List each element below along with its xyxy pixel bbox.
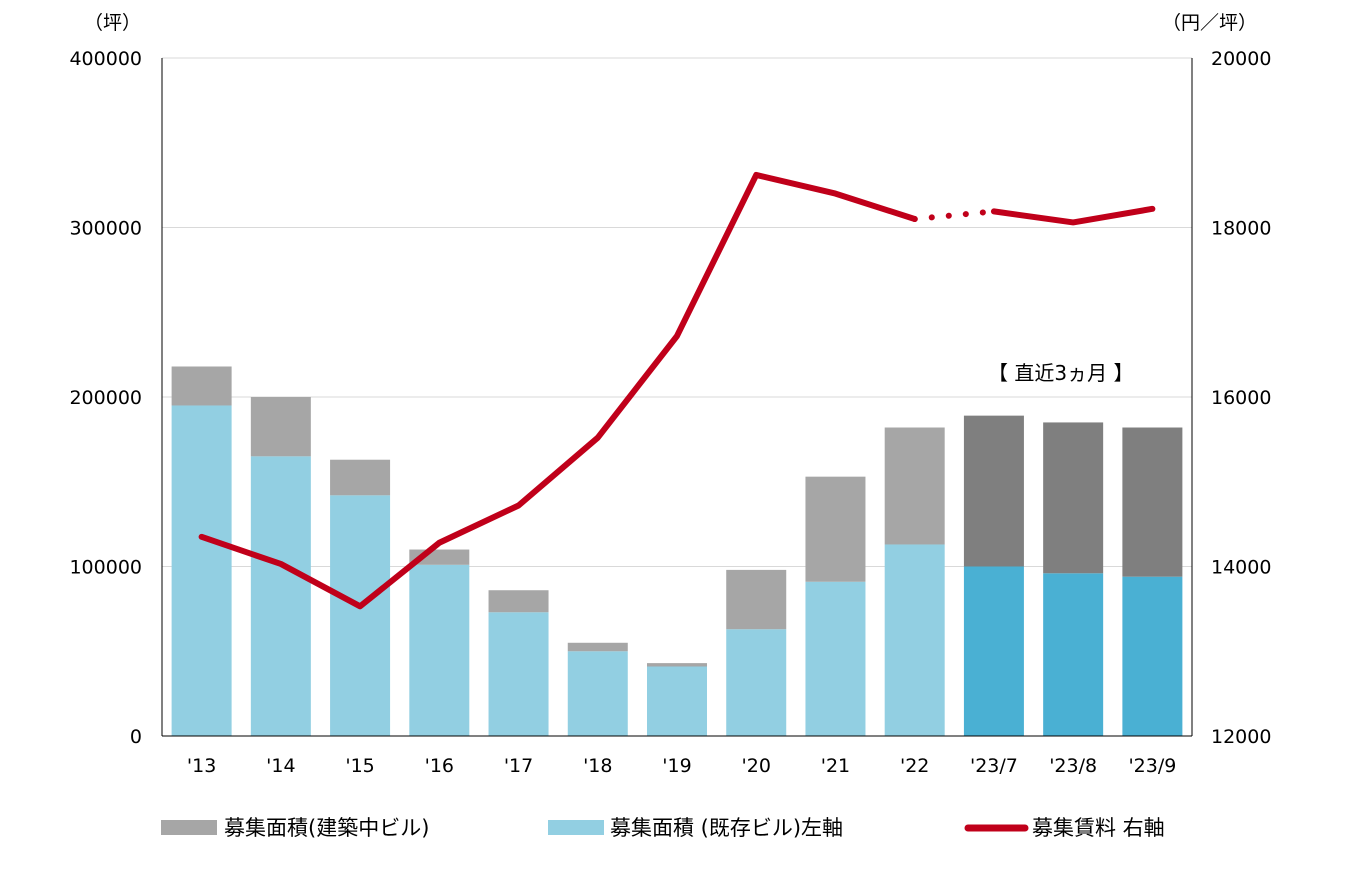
rent-line-annual bbox=[198, 171, 918, 610]
legend-swatch-existing bbox=[548, 820, 604, 835]
x-tick-label: '22 bbox=[900, 755, 929, 777]
bar-existing bbox=[963, 566, 1024, 736]
right-y-tick-label: 16000 bbox=[1211, 387, 1271, 409]
bar-construction bbox=[647, 663, 707, 667]
bar-existing bbox=[647, 666, 707, 736]
bar-construction bbox=[1122, 427, 1183, 577]
axes bbox=[161, 58, 1193, 737]
legend-label-rent: 募集賃料 右軸 bbox=[1032, 816, 1165, 840]
bar-existing bbox=[409, 564, 470, 736]
x-tick-label: '23/9 bbox=[1128, 755, 1176, 777]
x-tick-label: '17 bbox=[504, 755, 533, 777]
line-series bbox=[198, 171, 1156, 610]
left-y-tick-label: 100000 bbox=[69, 557, 142, 579]
left-axis-unit: （坪） bbox=[84, 12, 141, 34]
bar-construction bbox=[488, 590, 549, 613]
x-tick-label: '23/8 bbox=[1049, 755, 1097, 777]
bar-existing bbox=[726, 629, 787, 736]
left-y-tick-label: 300000 bbox=[69, 218, 142, 240]
legend-label-existing: 募集面積 (既存ビル)左軸 bbox=[610, 816, 843, 840]
right-axis-unit: （円／坪） bbox=[1162, 12, 1257, 34]
left-y-tick-label: 400000 bbox=[69, 48, 142, 70]
legend-label-construction: 募集面積(建築中ビル) bbox=[224, 816, 429, 840]
x-tick-label: '23/7 bbox=[970, 755, 1018, 777]
bar-existing bbox=[567, 651, 628, 736]
right-y-tick-label: 20000 bbox=[1211, 48, 1271, 70]
bar-construction bbox=[884, 427, 945, 545]
bar-construction bbox=[567, 642, 628, 652]
bar-construction bbox=[726, 569, 787, 630]
legend: 募集面積(建築中ビル) 募集面積 (既存ビル)左軸 募集賃料 右軸 bbox=[161, 816, 1165, 840]
left-y-tick-label: 0 bbox=[130, 726, 142, 748]
bar-existing bbox=[488, 612, 549, 736]
right-y-tick-label: 18000 bbox=[1211, 218, 1271, 240]
bar-existing bbox=[1043, 573, 1104, 736]
rent-line-recent bbox=[990, 205, 1156, 226]
right-y-tick-label: 12000 bbox=[1211, 726, 1271, 748]
bar-existing bbox=[805, 581, 866, 736]
bar-construction bbox=[805, 476, 866, 582]
bar-existing bbox=[250, 456, 311, 736]
rent-line-dotted-gap bbox=[911, 208, 997, 223]
tick-labels: 0 100000 200000 300000 400000 12000 14000 16000… bbox=[69, 48, 1271, 777]
bar-existing bbox=[171, 405, 232, 736]
x-tick-label: '16 bbox=[425, 755, 454, 777]
recent-three-months-annotation: 【 直近3ヵ月 】 bbox=[988, 361, 1133, 385]
bar-construction bbox=[330, 459, 391, 496]
x-tick-label: '15 bbox=[345, 755, 374, 777]
x-tick-label: '20 bbox=[742, 755, 771, 777]
x-tick-label: '19 bbox=[662, 755, 691, 777]
bar-construction bbox=[171, 366, 232, 406]
bar-existing bbox=[884, 544, 945, 736]
bar-construction bbox=[963, 415, 1024, 567]
right-y-tick-label: 14000 bbox=[1211, 557, 1271, 579]
legend-swatch-construction bbox=[161, 820, 217, 835]
bars-layer bbox=[171, 366, 1183, 736]
x-tick-label: '18 bbox=[583, 755, 612, 777]
left-y-tick-label: 200000 bbox=[69, 387, 142, 409]
x-tick-label: '21 bbox=[821, 755, 850, 777]
bar-construction bbox=[1043, 422, 1104, 574]
x-tick-label: '13 bbox=[187, 755, 216, 777]
bar-existing bbox=[1122, 576, 1183, 736]
bar-existing bbox=[330, 495, 391, 736]
bar-construction bbox=[250, 397, 311, 457]
gridlines bbox=[162, 57, 1192, 567]
x-tick-label: '14 bbox=[266, 755, 295, 777]
